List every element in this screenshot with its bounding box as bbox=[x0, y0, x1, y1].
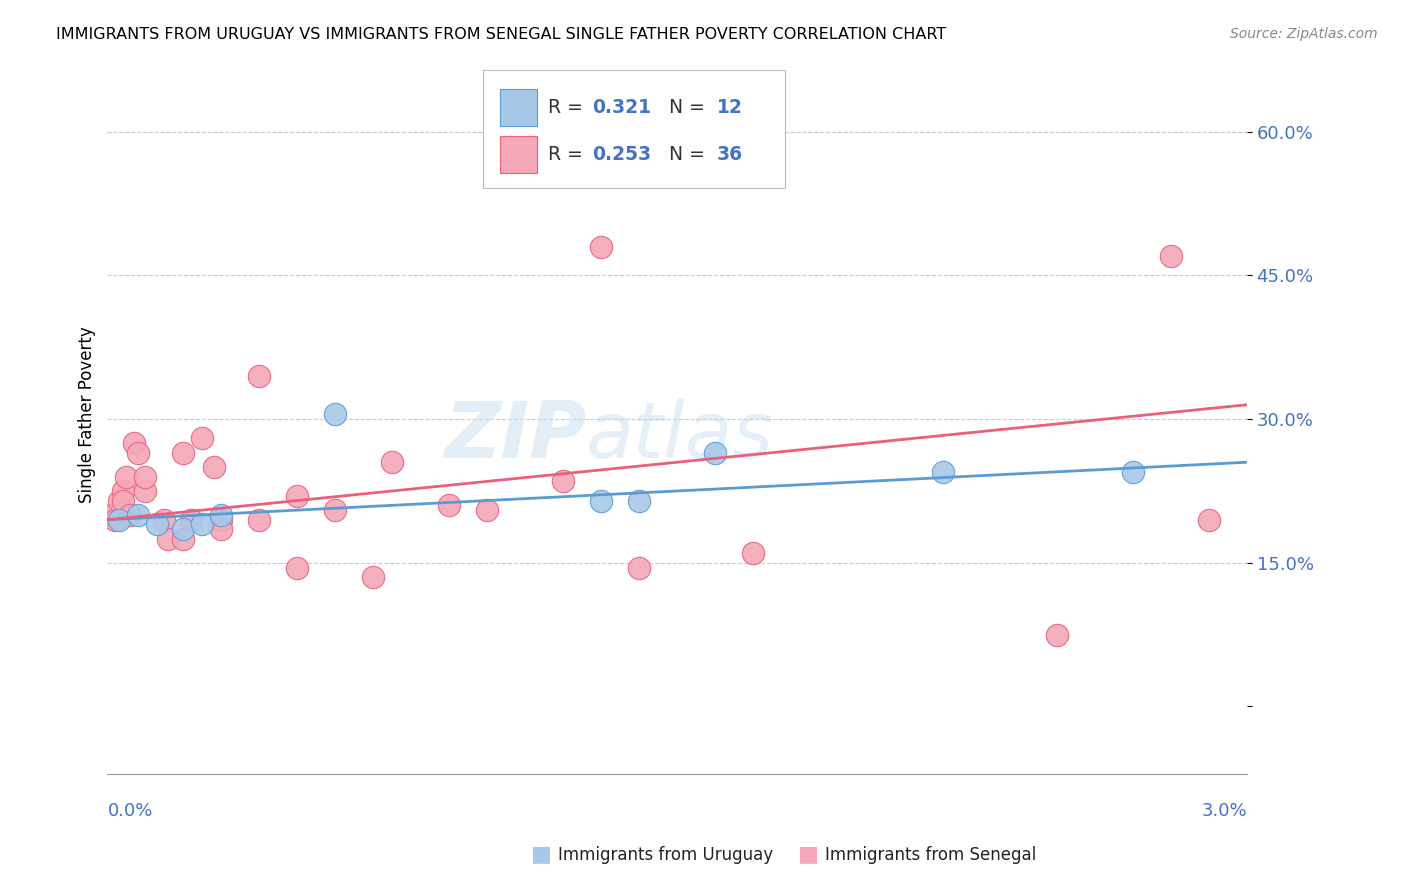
Point bbox=[111, 493, 134, 508]
Point bbox=[742, 546, 765, 560]
Text: Immigrants from Uruguay: Immigrants from Uruguay bbox=[558, 846, 773, 863]
Point bbox=[591, 240, 613, 254]
Point bbox=[134, 469, 156, 483]
Text: N =: N = bbox=[657, 145, 710, 164]
Text: 12: 12 bbox=[717, 98, 742, 117]
Point bbox=[209, 508, 232, 522]
Text: R =: R = bbox=[548, 145, 589, 164]
Text: 0.0%: 0.0% bbox=[107, 802, 153, 821]
Point bbox=[111, 483, 134, 498]
Point bbox=[127, 445, 149, 459]
Bar bbox=[501, 89, 537, 127]
Point bbox=[209, 522, 232, 536]
Point bbox=[591, 493, 613, 508]
Point bbox=[202, 460, 225, 475]
Point bbox=[1122, 465, 1144, 479]
Point bbox=[704, 445, 727, 459]
Point bbox=[120, 508, 142, 522]
Point bbox=[172, 445, 194, 459]
Point bbox=[172, 522, 194, 536]
Point bbox=[107, 493, 129, 508]
Point bbox=[628, 560, 651, 574]
Point bbox=[1198, 513, 1220, 527]
Point bbox=[145, 517, 167, 532]
Point bbox=[477, 503, 499, 517]
Point bbox=[437, 499, 460, 513]
Point bbox=[361, 570, 384, 584]
Point bbox=[107, 513, 129, 527]
Point bbox=[1046, 627, 1069, 641]
Y-axis label: Single Father Poverty: Single Father Poverty bbox=[79, 326, 96, 503]
FancyBboxPatch shape bbox=[484, 70, 786, 188]
Point bbox=[209, 513, 232, 527]
Point bbox=[323, 408, 346, 422]
Point bbox=[247, 369, 270, 384]
Text: ■: ■ bbox=[531, 845, 551, 864]
Point bbox=[381, 455, 404, 469]
Point bbox=[323, 503, 346, 517]
Text: 0.253: 0.253 bbox=[592, 145, 651, 164]
Text: 3.0%: 3.0% bbox=[1201, 802, 1247, 821]
Text: N =: N = bbox=[657, 98, 710, 117]
Point bbox=[157, 532, 180, 546]
Point bbox=[553, 475, 575, 489]
Point bbox=[180, 513, 202, 527]
Point bbox=[628, 493, 651, 508]
Text: Source: ZipAtlas.com: Source: ZipAtlas.com bbox=[1230, 27, 1378, 41]
Point bbox=[285, 560, 308, 574]
Point bbox=[153, 513, 176, 527]
Point bbox=[191, 517, 214, 532]
Point bbox=[100, 508, 122, 522]
Point bbox=[191, 431, 214, 445]
Point bbox=[104, 513, 127, 527]
Text: R =: R = bbox=[548, 98, 589, 117]
Text: 36: 36 bbox=[717, 145, 744, 164]
Point bbox=[247, 513, 270, 527]
Text: atlas: atlas bbox=[586, 398, 773, 474]
Text: ■: ■ bbox=[799, 845, 818, 864]
Point bbox=[122, 436, 145, 450]
Text: Immigrants from Senegal: Immigrants from Senegal bbox=[825, 846, 1036, 863]
Text: 0.321: 0.321 bbox=[592, 98, 651, 117]
Text: ZIP: ZIP bbox=[444, 398, 586, 474]
Point bbox=[285, 489, 308, 503]
Point bbox=[134, 483, 156, 498]
Text: IMMIGRANTS FROM URUGUAY VS IMMIGRANTS FROM SENEGAL SINGLE FATHER POVERTY CORRELA: IMMIGRANTS FROM URUGUAY VS IMMIGRANTS FR… bbox=[56, 27, 946, 42]
Point bbox=[932, 465, 955, 479]
Bar bbox=[501, 136, 537, 173]
Point bbox=[172, 532, 194, 546]
Point bbox=[1160, 249, 1182, 263]
Point bbox=[127, 508, 149, 522]
Point bbox=[115, 469, 138, 483]
